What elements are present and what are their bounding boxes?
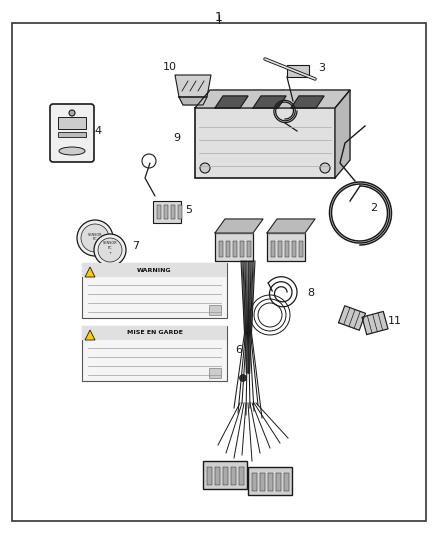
Text: 2: 2: [370, 203, 377, 213]
Text: MISE EN GARDE: MISE EN GARDE: [127, 330, 183, 335]
Polygon shape: [339, 306, 365, 330]
Bar: [287, 65, 309, 77]
Bar: [240, 241, 244, 257]
Bar: [268, 473, 273, 491]
Polygon shape: [215, 96, 248, 108]
Circle shape: [81, 224, 109, 252]
Polygon shape: [85, 330, 95, 340]
Text: 1: 1: [215, 11, 223, 24]
Bar: [271, 241, 275, 257]
Text: 4: 4: [94, 126, 101, 136]
Bar: [219, 241, 223, 257]
Text: 10: 10: [163, 62, 177, 72]
Ellipse shape: [59, 147, 85, 155]
Bar: [231, 467, 236, 485]
Text: 9: 9: [173, 133, 180, 143]
Bar: [215, 233, 253, 261]
Bar: [267, 233, 305, 261]
Bar: [164, 205, 168, 219]
Circle shape: [69, 110, 75, 116]
Bar: [203, 461, 247, 489]
Polygon shape: [215, 219, 263, 233]
Bar: [82, 263, 227, 318]
Bar: [260, 473, 265, 491]
Bar: [82, 263, 227, 277]
Bar: [247, 241, 251, 257]
Bar: [171, 205, 175, 219]
Text: 11: 11: [388, 316, 402, 326]
Text: 5: 5: [185, 205, 192, 215]
Circle shape: [200, 163, 210, 173]
Bar: [284, 473, 289, 491]
Bar: [226, 241, 230, 257]
Polygon shape: [267, 219, 315, 233]
Bar: [292, 241, 296, 257]
Bar: [82, 326, 227, 340]
Polygon shape: [335, 90, 350, 178]
Bar: [58, 117, 86, 129]
Circle shape: [77, 220, 113, 256]
Bar: [276, 473, 281, 491]
Bar: [157, 205, 161, 219]
Text: 8: 8: [307, 288, 314, 298]
Text: SENSOR
PC: SENSOR PC: [88, 233, 102, 241]
Polygon shape: [85, 267, 95, 277]
FancyBboxPatch shape: [50, 104, 94, 162]
Polygon shape: [253, 96, 286, 108]
Bar: [233, 241, 237, 257]
Bar: [207, 467, 212, 485]
Bar: [239, 467, 244, 485]
Text: 3: 3: [318, 63, 325, 73]
Text: 6: 6: [235, 345, 242, 355]
Polygon shape: [195, 90, 350, 108]
Bar: [248, 467, 292, 495]
Polygon shape: [291, 96, 324, 108]
Bar: [299, 241, 303, 257]
Bar: [195, 108, 335, 178]
Circle shape: [98, 238, 122, 262]
Bar: [178, 205, 182, 219]
Bar: [209, 305, 221, 315]
Text: 7: 7: [132, 241, 139, 251]
Bar: [153, 201, 181, 223]
Bar: [58, 132, 86, 137]
Bar: [252, 473, 257, 491]
Polygon shape: [362, 311, 388, 335]
Bar: [82, 326, 227, 381]
Circle shape: [240, 375, 247, 382]
Circle shape: [320, 163, 330, 173]
Text: WARNING: WARNING: [137, 268, 172, 272]
Bar: [215, 467, 220, 485]
Bar: [278, 241, 282, 257]
Bar: [209, 368, 221, 378]
Text: SENSOR
PC
+: SENSOR PC +: [102, 241, 117, 255]
Bar: [223, 467, 228, 485]
Polygon shape: [179, 97, 207, 105]
Polygon shape: [175, 75, 211, 97]
Circle shape: [94, 234, 126, 266]
Bar: [285, 241, 289, 257]
